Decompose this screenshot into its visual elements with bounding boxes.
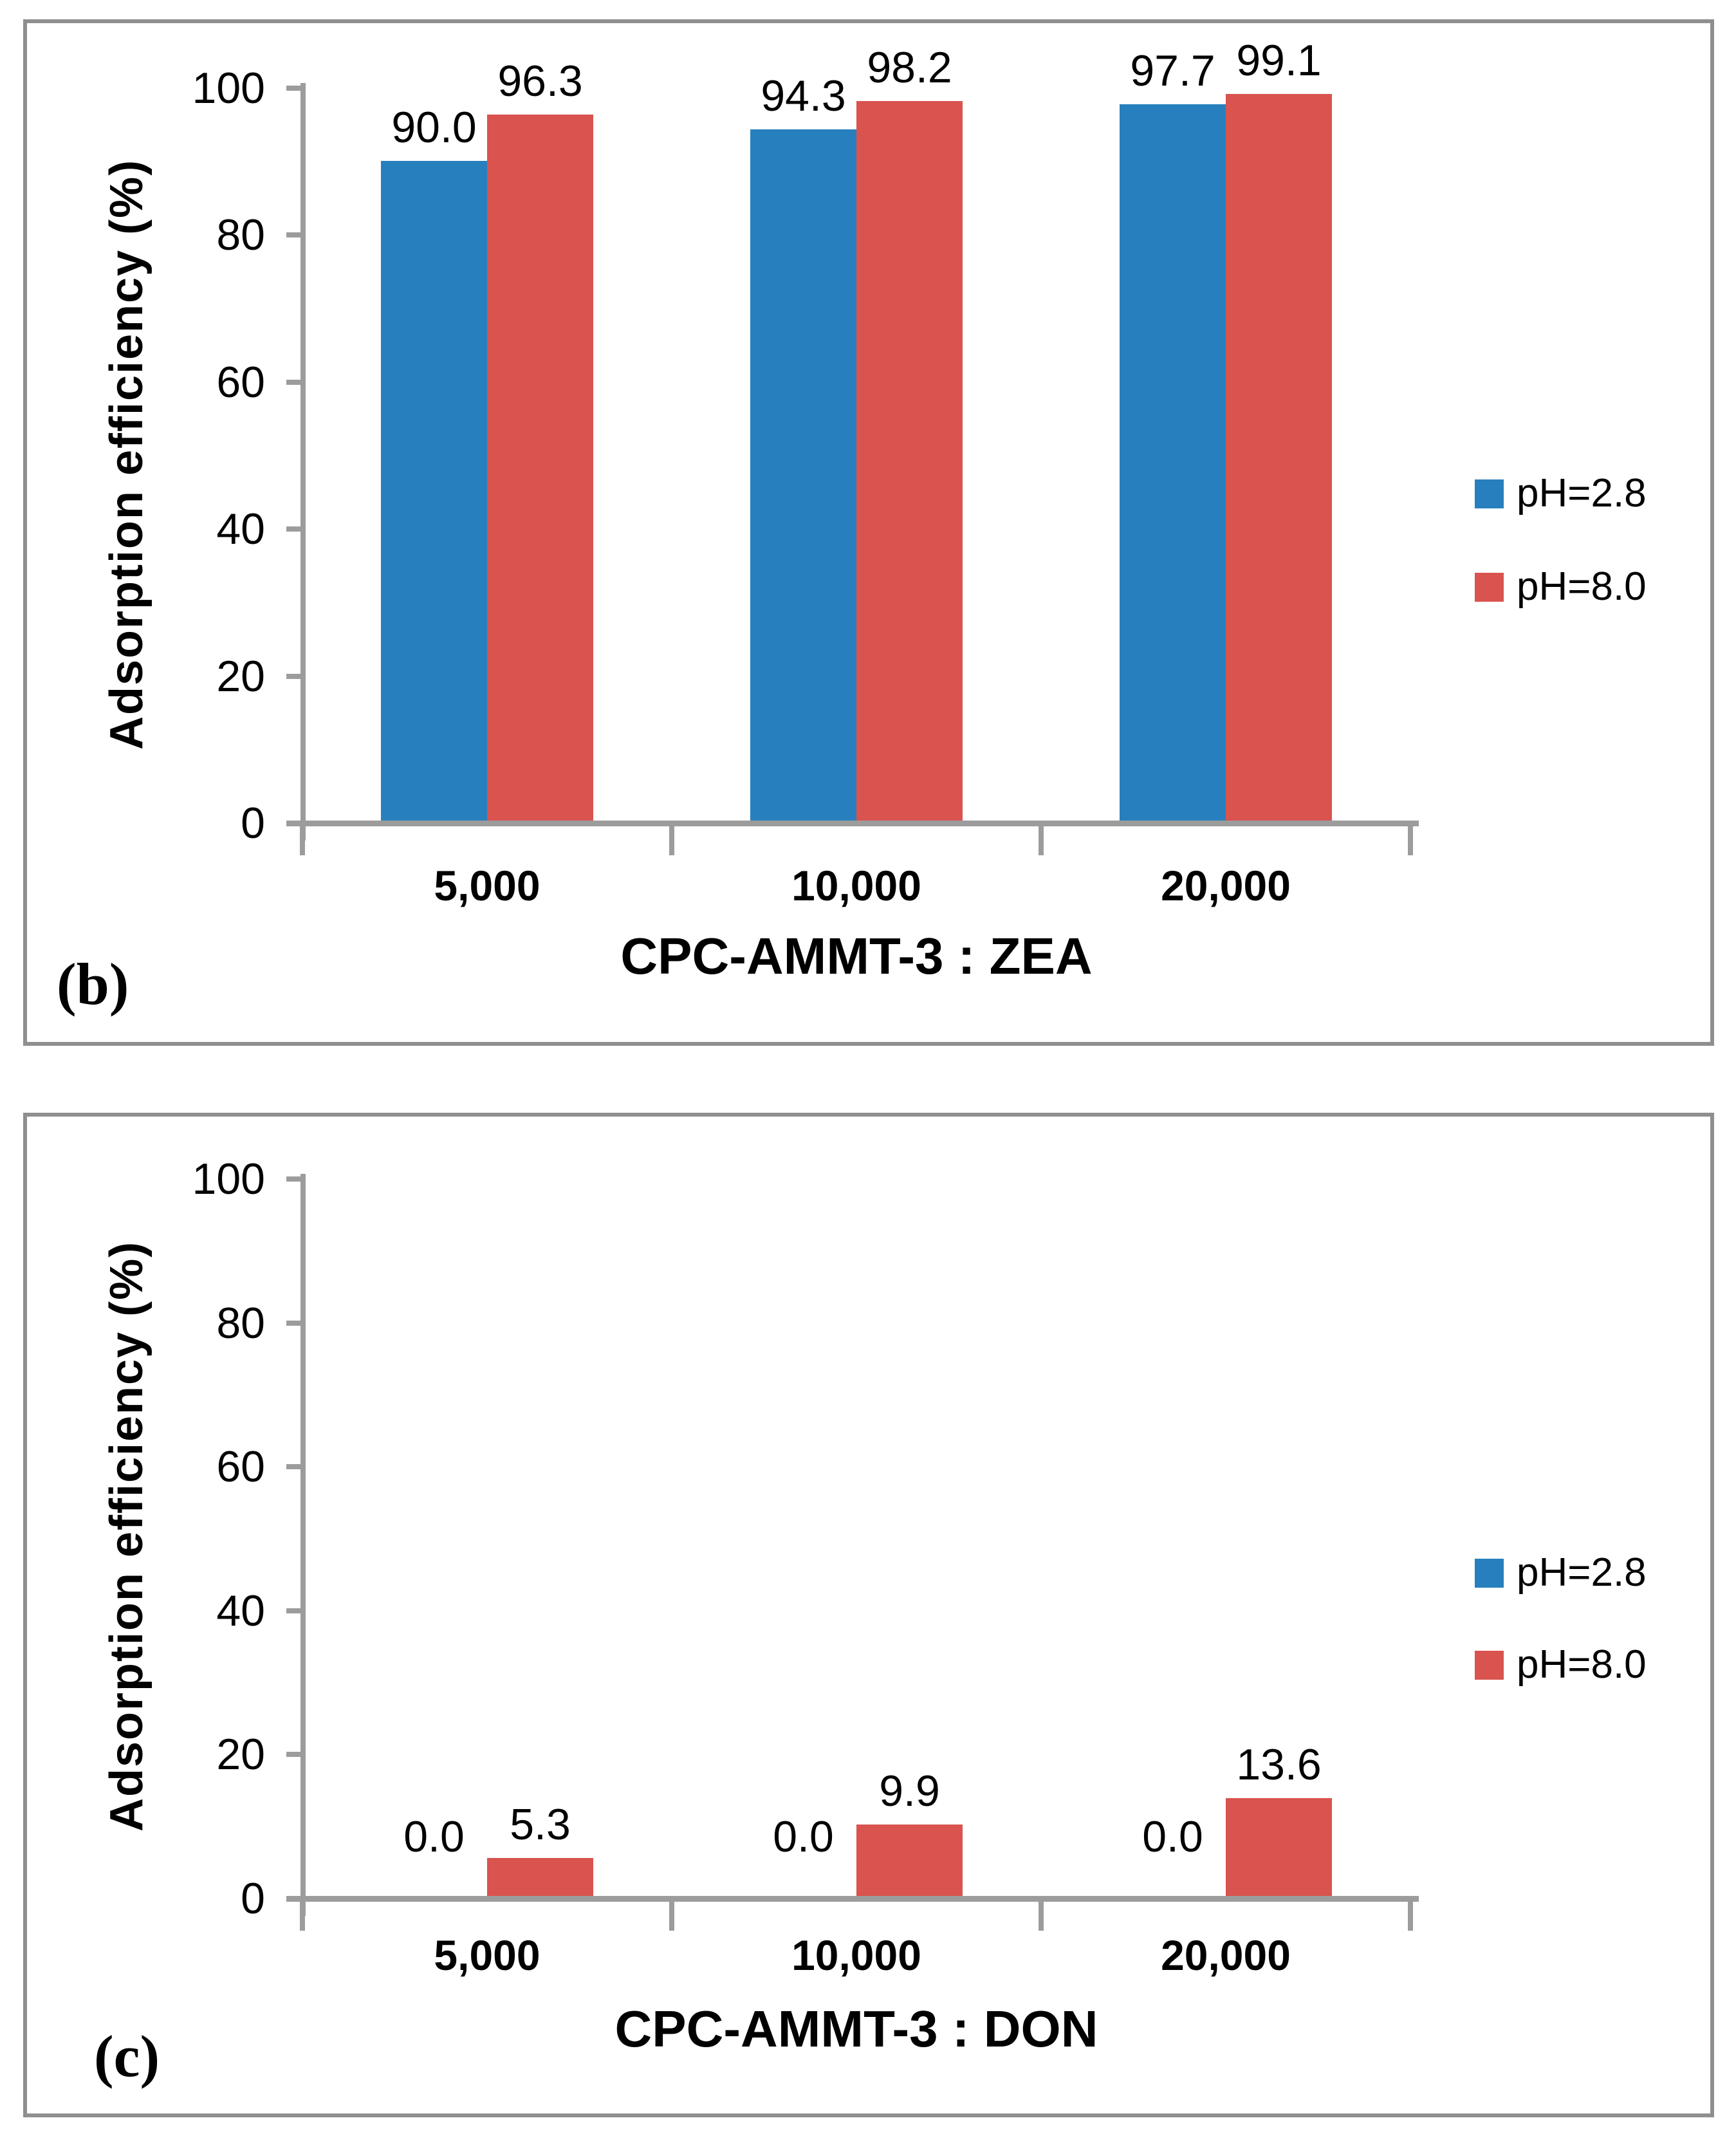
bar-ph28	[381, 161, 487, 821]
y-tick-label: 60	[216, 1442, 265, 1491]
y-tick-mark	[286, 1321, 306, 1326]
legend-label: pH=8.0	[1517, 1642, 1647, 1687]
y-tick-mark	[286, 86, 306, 91]
y-tick-mark	[286, 1176, 306, 1182]
bar-group: 0.0	[381, 1814, 487, 1896]
bar-ph28	[750, 129, 856, 821]
x-category-label: 5,000	[434, 1931, 540, 1979]
plot-area: 0.0 5.3 0.0 9.9 0.0 13.6	[302, 1176, 1410, 1896]
x-tick-mark	[1408, 1902, 1413, 1931]
panel-letter-c: (c)	[94, 2023, 160, 2089]
legend-swatch-blue	[1475, 1558, 1504, 1588]
y-tick-mark	[286, 232, 306, 237]
bar-data-label: 0.0	[403, 1812, 465, 1861]
legend-item-ph28: pH=2.8	[1475, 471, 1647, 515]
x-tick-mark	[1039, 1902, 1044, 1931]
bar-group: 90.0	[381, 104, 487, 821]
x-axis-line	[286, 821, 1419, 826]
x-tick-mark	[669, 1902, 674, 1931]
y-tick-mark	[286, 1752, 306, 1757]
y-axis-title: Adsorption efficiency (%)	[101, 1240, 152, 1832]
y-tick-label: 80	[216, 1299, 265, 1348]
x-axis-title: CPC-AMMT-3 : DON	[614, 2000, 1098, 2057]
legend-swatch-blue	[1475, 479, 1504, 508]
x-category-label: 10,000	[791, 1931, 921, 1979]
panel-c-don-chart: Adsorption efficiency (%) 100 80 60 40 2…	[23, 1113, 1714, 2117]
x-tick-mark	[669, 826, 674, 855]
x-tick-mark	[1408, 826, 1413, 855]
bar-data-label: 99.1	[1236, 36, 1322, 85]
y-axis-line	[300, 1174, 306, 1916]
y-tick-mark	[286, 674, 306, 679]
x-category-label: 20,000	[1161, 862, 1291, 909]
panel-b-zea-chart: Adsorption efficiency (%) 100 80 60 40 2…	[23, 19, 1714, 1046]
x-category-label: 10,000	[791, 862, 921, 909]
y-tick-label: 100	[192, 64, 265, 113]
y-tick-mark	[286, 1608, 306, 1613]
legend-label: pH=2.8	[1517, 1550, 1647, 1595]
y-tick-mark	[286, 526, 306, 532]
bar-ph28	[1120, 104, 1226, 821]
bar-ph80	[856, 1825, 963, 1896]
bar-group: 98.2	[856, 44, 963, 821]
y-tick-label: 20	[216, 1730, 265, 1779]
legend-swatch-red	[1475, 572, 1504, 602]
bar-group: 0.0	[1120, 1814, 1226, 1896]
bar-group: 94.3	[750, 73, 856, 821]
bar-ph80	[1226, 1798, 1332, 1896]
plot-area: 90.0 96.3 94.3 98.2 97.7 99.1	[302, 37, 1410, 821]
bar-group: 13.6	[1226, 1741, 1332, 1896]
bar-data-label: 5.3	[510, 1800, 571, 1849]
x-tick-mark	[300, 1902, 305, 1931]
y-tick-label: 0	[241, 1874, 265, 1923]
bar-data-label: 98.2	[867, 43, 952, 92]
bar-data-label: 96.3	[497, 57, 583, 106]
bar-data-label: 94.3	[761, 71, 846, 120]
bar-data-label: 0.0	[1142, 1812, 1203, 1861]
bar-data-label: 13.6	[1236, 1740, 1322, 1789]
x-tick-mark	[300, 826, 305, 855]
y-tick-mark	[286, 380, 306, 385]
bar-ph80	[1226, 94, 1332, 821]
panel-letter-b: (b)	[57, 951, 129, 1017]
bar-group: 97.7	[1120, 48, 1226, 821]
legend-label: pH=2.8	[1517, 471, 1647, 515]
bar-group: 0.0	[750, 1814, 856, 1896]
legend-item-ph28: pH=2.8	[1475, 1550, 1647, 1595]
y-tick-label: 0	[241, 799, 265, 848]
bar-group: 9.9	[856, 1768, 963, 1896]
bar-ph80	[487, 115, 593, 821]
y-tick-label: 20	[216, 652, 265, 701]
legend-swatch-red	[1475, 1650, 1504, 1680]
bar-group: 99.1	[1226, 37, 1332, 821]
legend-item-ph80: pH=8.0	[1475, 1642, 1647, 1687]
bar-data-label: 9.9	[879, 1767, 940, 1815]
bar-group: 96.3	[487, 58, 593, 821]
x-category-label: 5,000	[434, 862, 540, 909]
x-category-label: 20,000	[1161, 1931, 1291, 1979]
bar-data-label: 97.7	[1130, 46, 1215, 95]
bar-ph80	[487, 1858, 593, 1896]
x-axis-title: CPC-AMMT-3 : ZEA	[620, 927, 1093, 985]
bar-group: 5.3	[487, 1801, 593, 1896]
x-tick-mark	[1039, 826, 1044, 855]
legend-label: pH=8.0	[1517, 564, 1647, 609]
y-tick-label: 40	[216, 505, 265, 553]
y-tick-label: 40	[216, 1586, 265, 1635]
x-axis-line	[286, 1896, 1419, 1902]
y-tick-label: 80	[216, 210, 265, 259]
bar-data-label: 90.0	[391, 103, 477, 152]
bar-ph80	[856, 101, 963, 821]
y-axis-line	[300, 83, 306, 840]
bar-data-label: 0.0	[773, 1812, 834, 1861]
y-axis-title: Adsorption efficiency (%)	[101, 158, 152, 750]
legend-item-ph80: pH=8.0	[1475, 564, 1647, 609]
y-tick-label: 100	[192, 1155, 265, 1203]
y-tick-label: 60	[216, 358, 265, 407]
y-tick-mark	[286, 1464, 306, 1469]
